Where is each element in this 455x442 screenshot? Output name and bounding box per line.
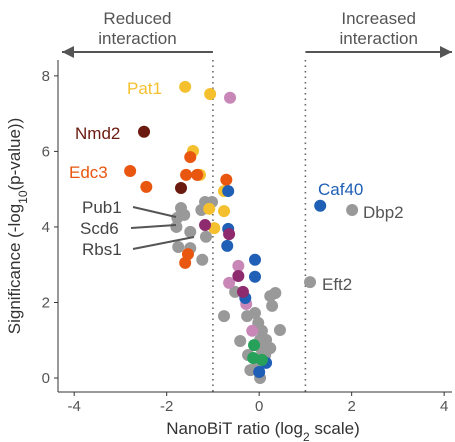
y-axis-label-part: 10	[16, 190, 30, 204]
point	[255, 324, 268, 337]
x-axis-label-part: NanoBiT ratio (log	[166, 419, 303, 438]
y-tick-label: 0	[42, 370, 50, 387]
annotation: Scd6	[80, 219, 119, 238]
y-axis-label-part: (p-value))	[5, 118, 24, 191]
point	[175, 182, 188, 195]
point	[253, 365, 266, 378]
x-axis-label-part: scale)	[310, 419, 360, 438]
point	[180, 168, 193, 181]
leader-line	[132, 206, 177, 218]
point	[223, 276, 236, 289]
point	[314, 199, 327, 212]
point	[224, 91, 237, 104]
leader-line	[132, 236, 195, 250]
header-text: interaction	[339, 29, 417, 48]
header-text: interaction	[98, 29, 176, 48]
point	[246, 324, 259, 337]
point	[222, 185, 235, 198]
point	[170, 220, 183, 233]
x-tick-label: -2	[160, 398, 173, 415]
x-tick-label: 4	[440, 398, 448, 415]
point	[232, 270, 245, 283]
point	[218, 205, 231, 218]
annotation: Dbp2	[363, 203, 404, 222]
point	[304, 276, 317, 289]
annotation: Rbs1	[82, 240, 122, 259]
point	[179, 80, 192, 93]
annotation: Pub1	[82, 198, 122, 217]
arrow-head	[440, 46, 452, 58]
point	[179, 256, 192, 269]
point	[138, 125, 151, 138]
point	[234, 335, 247, 348]
point	[184, 151, 197, 164]
y-tick-label: 8	[42, 68, 50, 85]
x-tick-label: 2	[347, 398, 355, 415]
point	[249, 270, 261, 283]
annotation: Pat1	[127, 79, 162, 98]
point	[236, 285, 249, 298]
y-axis-label: Significance (-log10(p-value))	[5, 118, 30, 335]
point	[249, 253, 261, 266]
point	[269, 287, 282, 300]
point	[266, 299, 279, 312]
point	[140, 180, 153, 193]
annotation: Eft2	[322, 275, 352, 294]
leader-line	[130, 224, 177, 229]
point	[249, 307, 261, 320]
annotation: Edc3	[69, 163, 108, 182]
point	[199, 219, 212, 232]
annotation: Nmd2	[75, 124, 120, 143]
x-tick-label: -4	[68, 398, 81, 415]
point	[204, 87, 217, 100]
x-axis-label-part: 2	[303, 430, 310, 442]
point	[124, 165, 137, 178]
point	[218, 310, 231, 323]
point	[208, 222, 221, 235]
y-tick-label: 4	[42, 219, 50, 236]
point	[232, 259, 245, 272]
x-axis-label: NanoBiT ratio (log2 scale)	[166, 419, 359, 442]
point	[196, 253, 209, 266]
x-tick-label: 0	[255, 398, 263, 415]
arrow-head	[62, 46, 74, 58]
point	[178, 208, 191, 221]
point	[172, 240, 185, 253]
point	[221, 239, 234, 252]
y-tick-label: 6	[42, 143, 50, 160]
y-tick-label: 2	[42, 294, 50, 311]
point	[191, 168, 204, 181]
annotation: Caf40	[318, 180, 363, 199]
point	[273, 324, 286, 337]
point	[199, 230, 212, 243]
header-text: Reduced	[103, 9, 171, 28]
point	[255, 353, 268, 366]
point	[203, 202, 216, 215]
point	[223, 228, 236, 241]
y-axis-label-part: Significance (-log	[5, 204, 24, 334]
point	[248, 339, 261, 352]
point	[184, 225, 197, 238]
header-text: Increased	[341, 9, 416, 28]
point	[346, 203, 359, 216]
point	[220, 173, 233, 186]
